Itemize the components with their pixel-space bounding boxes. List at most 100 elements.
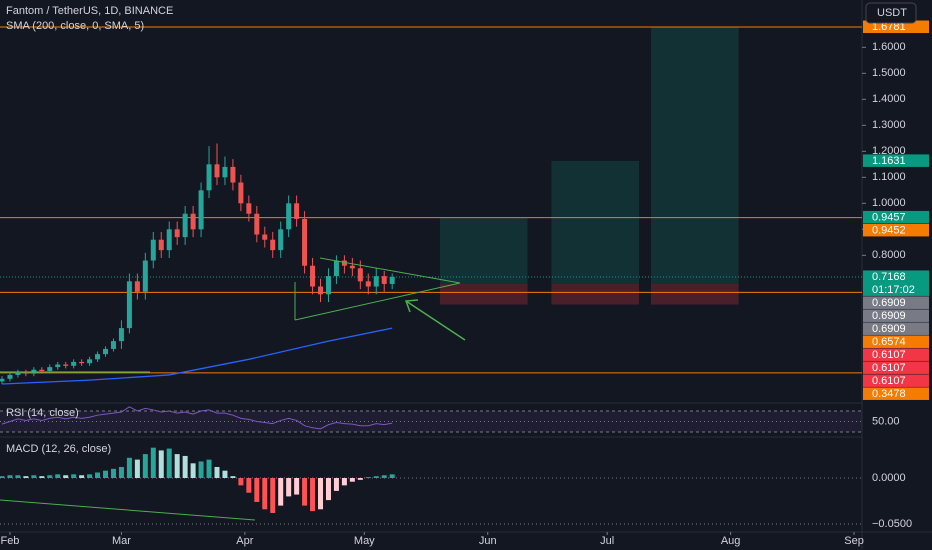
macd-bar [254,478,260,502]
rsi-line [1,406,393,430]
y-tick-label: 1.6000 [872,41,906,53]
currency-label[interactable]: USDT [877,7,907,19]
candle-body [110,341,116,349]
macd-bar [381,475,387,479]
price-badge-label: 0.6107 [872,375,906,387]
arrow-head [404,299,419,313]
x-tick-label: Feb [0,535,19,547]
price-badge-label: 0.6107 [872,362,906,374]
macd-bar [126,457,132,479]
x-tick-label: Jul [600,535,614,547]
x-tick-label: Aug [721,535,741,547]
x-tick-label: Jun [479,535,497,547]
macd-bar [325,478,331,501]
position-target [551,160,640,284]
y-tick-label: 0.8000 [872,249,906,261]
candle-body [182,213,188,238]
macd-bar [110,468,116,479]
price-badge-label: 1.6781 [872,21,906,33]
candle-body [39,369,45,372]
macd-bar [286,478,292,497]
macd-bar [214,466,220,479]
triangle-line [319,257,461,284]
macd-bar [7,475,13,479]
arrow [405,300,466,341]
macd-bar [0,476,5,479]
candle-body [47,367,53,372]
macd-bar [302,478,308,506]
candle-body [23,372,29,374]
candle-body [333,260,339,277]
macd-bar [182,455,188,479]
candle-body [389,276,395,284]
macd-bar [39,476,45,479]
candle-body [278,229,284,251]
candle-body [381,276,387,284]
macd-bar [373,476,379,479]
macd-bar [198,461,204,479]
price-badge-label: 0.6107 [872,349,906,361]
price-badge-label: 0.9457 [872,211,906,223]
macd-bar [294,478,300,495]
y-tick-label: 1.3000 [872,119,906,131]
y-tick-label: 1.4000 [872,93,906,105]
candle-body [15,372,21,375]
macd-bar [238,478,244,486]
rsi-label: RSI (14, close) [6,407,79,419]
position-stop [650,283,739,305]
candle-body [142,260,148,292]
x-tick-label: Apr [236,535,253,547]
macd-bar [349,478,355,482]
price-badge-label: 0.7168 [872,271,906,283]
indicator-label: SMA (200, close, 0, SMA, 5) [6,20,144,32]
candle-body [373,276,379,287]
macd-bar [158,450,164,479]
candle-body [254,213,260,235]
chart-title: Fantom / TetherUS, 1D, BINANCE [6,5,173,17]
price-badge [863,20,929,34]
badges: 1.67811.16310.94570.94520.716801:17:020.… [863,20,929,400]
macd-bar [95,472,101,479]
macd-bar [310,478,316,512]
candle-body [206,164,212,191]
macd-bar [79,475,85,479]
price-badge [863,374,929,387]
price-badge [863,322,929,335]
price-badge [863,335,929,348]
candle-body [230,166,236,183]
macd-bar [15,475,21,479]
macd-bar [222,470,228,479]
macd-bar [23,476,29,479]
candle-body [166,229,172,251]
candle-body [7,374,13,379]
candle-body [246,203,252,214]
macd-bar [389,474,395,479]
price-badge [863,154,929,167]
currency-button[interactable] [865,2,917,24]
macd-bar [87,474,93,479]
candle-body [174,229,180,238]
macd-tick-label: −0.0500 [872,518,912,530]
macd-bar [150,447,156,479]
macd-bar [166,448,172,479]
position-stop [439,283,528,305]
macd-bar [206,459,212,479]
candle-body [118,328,124,342]
candle-body [310,265,316,287]
macd-bar [103,470,109,479]
macd-bar [246,478,252,493]
candle-body [302,218,308,266]
price-badge-label: 0.3478 [872,388,906,400]
x-tick-label: Mar [112,535,131,547]
macd-bar [262,478,268,510]
y-tick-label: 1.5000 [872,67,906,79]
macd-bar [142,454,148,479]
candle-body [150,239,156,261]
macd-bar [47,475,53,479]
price-badge-label: 0.6909 [872,310,906,322]
macd-bar [230,476,236,479]
macd-bar [134,459,140,479]
candle-body [357,268,363,282]
candle-body [158,239,164,251]
candle-body [222,166,228,178]
